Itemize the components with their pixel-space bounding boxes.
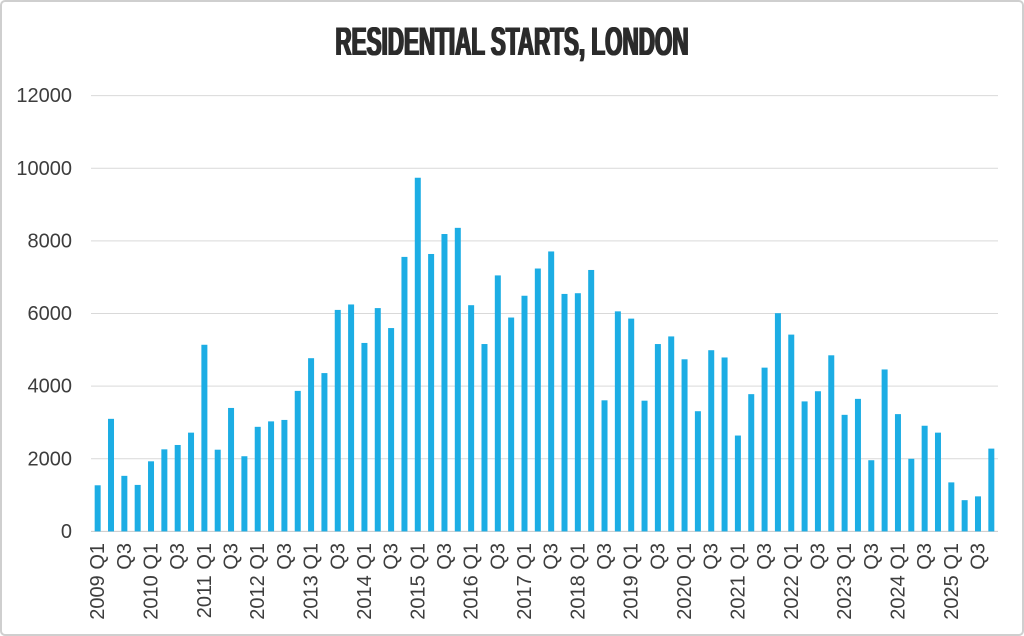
svg-text:Q3: Q3 [594, 543, 616, 570]
svg-text:2009 Q1: 2009 Q1 [87, 543, 109, 620]
svg-text:Q3: Q3 [381, 543, 403, 570]
svg-text:Q3: Q3 [487, 543, 509, 570]
svg-text:Q3: Q3 [167, 543, 189, 570]
svg-text:Q3: Q3 [861, 543, 883, 570]
svg-text:2011 Q1: 2011 Q1 [194, 543, 216, 618]
svg-text:Q3: Q3 [114, 543, 136, 570]
svg-text:6000: 6000 [28, 303, 73, 325]
svg-text:Q3: Q3 [327, 543, 349, 570]
svg-text:8000: 8000 [28, 230, 73, 252]
svg-text:2020 Q1: 2020 Q1 [674, 543, 696, 620]
svg-text:4000: 4000 [28, 376, 73, 398]
svg-text:Q3: Q3 [541, 543, 563, 570]
svg-text:0: 0 [61, 521, 72, 543]
svg-text:10000: 10000 [16, 158, 72, 180]
svg-text:2018 Q1: 2018 Q1 [567, 543, 589, 620]
svg-text:2024 Q1: 2024 Q1 [887, 543, 909, 620]
svg-text:Q3: Q3 [807, 543, 829, 570]
svg-text:Q3: Q3 [274, 543, 296, 570]
svg-text:Q3: Q3 [967, 543, 989, 570]
svg-text:Q3: Q3 [221, 543, 243, 570]
svg-text:2016 Q1: 2016 Q1 [461, 543, 483, 620]
svg-text:RESIDENTIAL STARTS, LONDON: RESIDENTIAL STARTS, LONDON [335, 19, 688, 63]
svg-text:2025 Q1: 2025 Q1 [941, 543, 963, 620]
svg-text:Q3: Q3 [754, 543, 776, 570]
svg-text:Q3: Q3 [701, 543, 723, 570]
svg-text:2012 Q1: 2012 Q1 [247, 543, 269, 620]
svg-text:2014 Q1: 2014 Q1 [354, 543, 376, 620]
svg-text:2022 Q1: 2022 Q1 [781, 543, 803, 620]
svg-text:12000: 12000 [16, 85, 72, 107]
svg-text:2010 Q1: 2010 Q1 [141, 543, 163, 620]
svg-text:RESIDENTIAL STARTS, LONDON: RESIDENTIAL STARTS, LONDON [335, 19, 688, 63]
svg-text:RESIDENTIAL STARTS, LONDON: RESIDENTIAL STARTS, LONDON [336, 19, 689, 63]
svg-text:2023 Q1: 2023 Q1 [834, 543, 856, 620]
svg-text:Q3: Q3 [647, 543, 669, 570]
svg-text:2021 Q1: 2021 Q1 [727, 543, 749, 620]
svg-text:Q3: Q3 [434, 543, 456, 570]
svg-text:2015 Q1: 2015 Q1 [407, 543, 429, 620]
svg-text:2013 Q1: 2013 Q1 [301, 543, 323, 620]
svg-text:Q3: Q3 [914, 543, 936, 570]
svg-text:2019 Q1: 2019 Q1 [621, 543, 643, 620]
svg-text:2000: 2000 [28, 448, 73, 470]
svg-text:2017 Q1: 2017 Q1 [514, 543, 536, 620]
